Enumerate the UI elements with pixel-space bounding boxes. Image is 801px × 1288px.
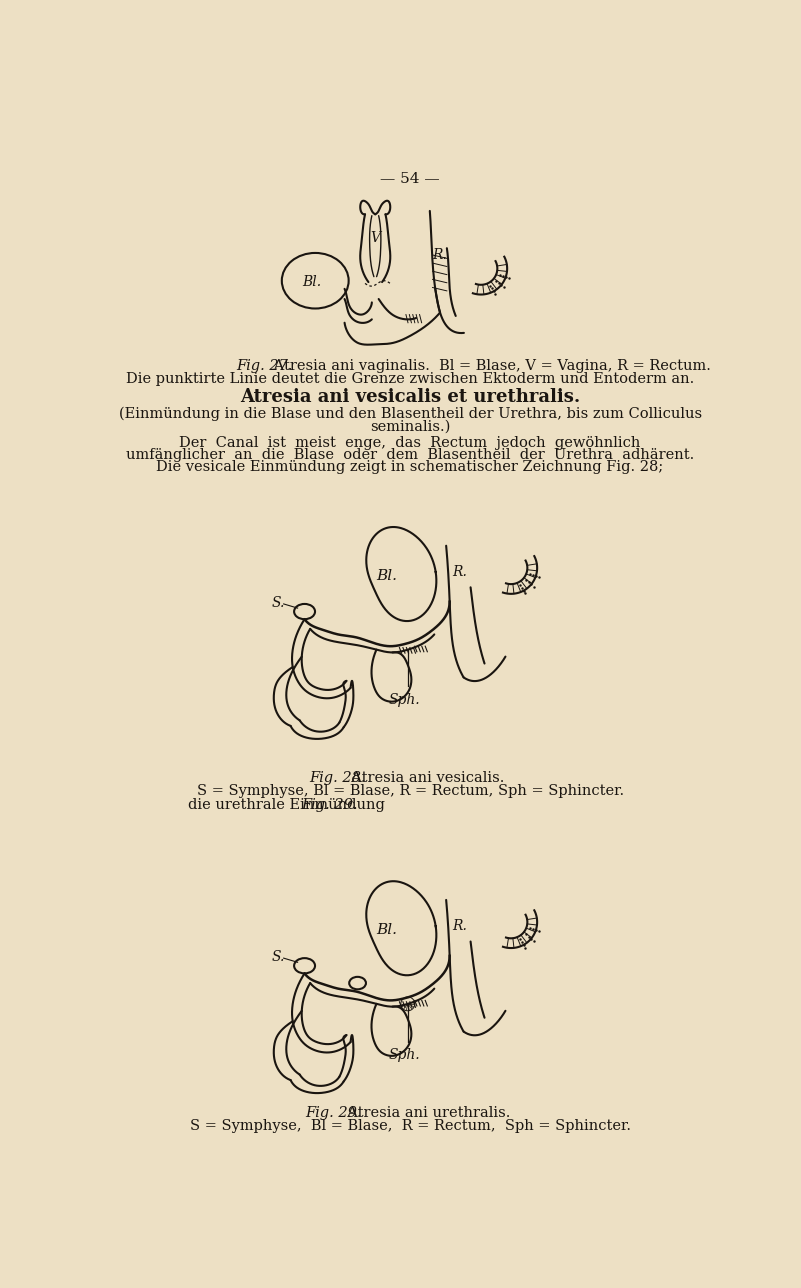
Text: — 54 —: — 54 — (380, 173, 440, 187)
Text: Atresia ani vaginalis.  Bl = Blase, V = Vagina, R = Rectum.: Atresia ani vaginalis. Bl = Blase, V = V… (269, 359, 711, 374)
Text: R.: R. (453, 920, 468, 934)
Text: Fig. 29.: Fig. 29. (305, 1106, 362, 1121)
Text: S = Symphyse,  Bl = Blase,  R = Rectum,  Sph = Sphincter.: S = Symphyse, Bl = Blase, R = Rectum, Sp… (190, 1118, 630, 1132)
Text: S.: S. (272, 949, 285, 963)
Text: Die punktirte Linie deutet die Grenze zwischen Ektoderm und Entoderm an.: Die punktirte Linie deutet die Grenze zw… (126, 372, 694, 386)
Text: seminalis.): seminalis.) (370, 420, 450, 433)
Text: Atresia ani vesicalis et urethralis.: Atresia ani vesicalis et urethralis. (240, 388, 580, 406)
Text: Der  Canal  ist  meist  enge,  das  Rectum  jedoch  gewöhnlich: Der Canal ist meist enge, das Rectum jed… (179, 435, 641, 450)
Text: Fig. 28.: Fig. 28. (309, 772, 366, 786)
Text: (Einmündung in die Blase und den Blasentheil der Urethra, bis zum Colliculus: (Einmündung in die Blase und den Blasent… (119, 407, 702, 421)
Text: Fig. 29.: Fig. 29. (301, 799, 357, 813)
Text: Sph.: Sph. (388, 693, 421, 707)
Text: Atresia ani urethralis.: Atresia ani urethralis. (338, 1106, 510, 1121)
Text: Sph.: Sph. (388, 1048, 421, 1063)
Text: Bl.: Bl. (376, 922, 397, 936)
Text: R.: R. (433, 249, 448, 261)
Text: S = Symphyse, Bl = Blase, R = Rectum, Sph = Sphincter.: S = Symphyse, Bl = Blase, R = Rectum, Sp… (196, 783, 624, 797)
Text: Bl.: Bl. (376, 568, 397, 582)
Text: die urethrale Einmündung: die urethrale Einmündung (188, 799, 390, 813)
Text: R.: R. (453, 565, 468, 580)
Text: Die vesicale Einmündung zeigt in schematischer Zeichnung Fig. 28;: Die vesicale Einmündung zeigt in schemat… (156, 460, 664, 474)
Text: umfänglicher  an  die  Blase  oder  dem  Blasentheil  der  Urethra  adhärent.: umfänglicher an die Blase oder dem Blase… (126, 448, 694, 462)
Text: Bl.: Bl. (302, 276, 321, 289)
Text: Fig. 27.: Fig. 27. (235, 359, 292, 374)
Text: S.: S. (272, 595, 285, 609)
Text: V: V (370, 231, 380, 245)
Text: Atresia ani vesicalis.: Atresia ani vesicalis. (342, 772, 505, 786)
